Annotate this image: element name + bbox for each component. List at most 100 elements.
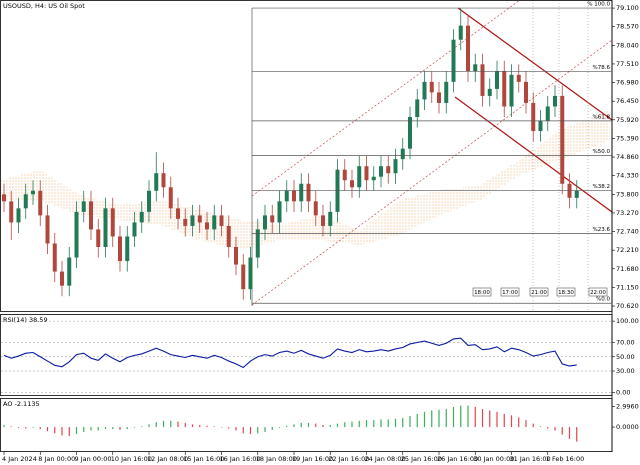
y-tick-label: 0.00 (616, 388, 630, 396)
candle-body (183, 218, 188, 226)
candle-body (393, 159, 398, 174)
ao-bar (351, 421, 353, 428)
ao-bar (561, 427, 563, 435)
x-tick-label: 31 Jan 16:00 (510, 455, 551, 463)
x-tick-label: 15 Jan 16:00 (183, 455, 224, 463)
candle-body (103, 208, 108, 247)
ao-bar (358, 420, 360, 428)
time-label: 18:00 (474, 290, 490, 296)
ao-bar (112, 427, 114, 430)
candle-body (524, 81, 528, 103)
ao-bar (286, 425, 288, 428)
ao-bar (445, 409, 447, 428)
candle-body (161, 173, 166, 188)
fib-label: % 100.0 (587, 2, 610, 8)
ao-bar (547, 427, 549, 429)
ao-bar (170, 420, 172, 428)
y-tick-label: 78.040 (616, 41, 639, 49)
ao-bar (249, 427, 252, 434)
ao-bar (416, 413, 418, 428)
x-tick-label: 16 Jan 16:00 (220, 455, 261, 463)
x-tick-label: 19 Jan 16:00 (292, 455, 333, 463)
fib-label: %50.0 (593, 149, 611, 155)
ao-bar (271, 427, 273, 430)
candle-body (23, 194, 28, 209)
ao-bar (568, 427, 571, 439)
ao-bar (90, 427, 92, 431)
fib-label: %38.2 (593, 184, 610, 190)
candle-body (451, 39, 456, 82)
candle-body (16, 208, 21, 223)
x-tick-label: 30 Jan 00:00 (473, 455, 514, 463)
candle-body (444, 81, 449, 103)
candle-body (263, 215, 267, 230)
candle-body (9, 201, 14, 223)
y-tick-label: 78.570 (616, 23, 639, 31)
ao-bar (220, 427, 223, 428)
fib-label: %0.0 (596, 297, 610, 303)
candle-body (487, 88, 492, 96)
time-box (500, 287, 520, 297)
ao-bar (496, 411, 498, 428)
ao-bar (199, 425, 201, 428)
ao-bar (344, 422, 346, 428)
candle-body (277, 201, 282, 223)
candle-body (190, 215, 195, 226)
ao-bar (423, 411, 426, 428)
candle-body (429, 81, 434, 93)
ao-bar (532, 423, 534, 428)
candle-body (386, 166, 391, 174)
y-tick-label: 30.00 (616, 367, 635, 375)
candle-body (255, 229, 260, 258)
candle-body (553, 95, 557, 107)
candle-body (81, 201, 86, 212)
ao-bar (489, 410, 491, 428)
ao-bar (155, 422, 157, 428)
ao-bar (554, 427, 556, 431)
candle-body (234, 247, 238, 265)
time-label: 22:00 (590, 290, 606, 296)
ao-bar (307, 422, 310, 428)
candle-body (538, 120, 543, 132)
candle-body (60, 271, 64, 286)
y-tick-label: 75.390 (616, 134, 639, 142)
y-tick-label: 74.860 (616, 153, 639, 161)
x-tick-label: 1 Feb 16:00 (546, 455, 585, 463)
ao-bar (481, 409, 484, 428)
candle-body (125, 236, 130, 262)
ao-bar (32, 427, 34, 428)
candle-body (400, 148, 405, 160)
ao-bar (394, 418, 397, 428)
ao-bar (518, 417, 520, 428)
ao-bar (17, 427, 20, 428)
ao-bar (162, 420, 165, 428)
time-box (472, 287, 492, 297)
ao-bar (264, 427, 266, 432)
candle-body (205, 222, 209, 230)
candle-body (147, 190, 151, 212)
candle-body (212, 215, 217, 230)
y-tick-label: 70.620 (616, 302, 639, 310)
y-tick-label: 76.450 (616, 97, 639, 105)
ao-bar (184, 422, 186, 428)
ao-bar (329, 425, 331, 428)
panel-title: USOUSD, H4: US Oil Spot (3, 2, 85, 10)
fib-label: %23.6 (593, 227, 611, 233)
candle-body (89, 201, 93, 230)
ao-bar (503, 413, 505, 428)
ao-bar (467, 405, 469, 428)
ao-bar (75, 427, 78, 434)
ao-bar (191, 424, 194, 428)
ao-bar (438, 409, 440, 428)
x-tick-label: 10 Jan 16:00 (111, 455, 152, 463)
candle-body (567, 183, 572, 198)
ao-bar (242, 427, 244, 434)
y-tick-label: 75.920 (616, 116, 639, 124)
candle-body (38, 190, 43, 216)
ao-bar (539, 426, 542, 428)
ao-bar (402, 418, 404, 428)
ao-bar (97, 427, 99, 431)
y-tick-label: 72.210 (616, 246, 639, 254)
